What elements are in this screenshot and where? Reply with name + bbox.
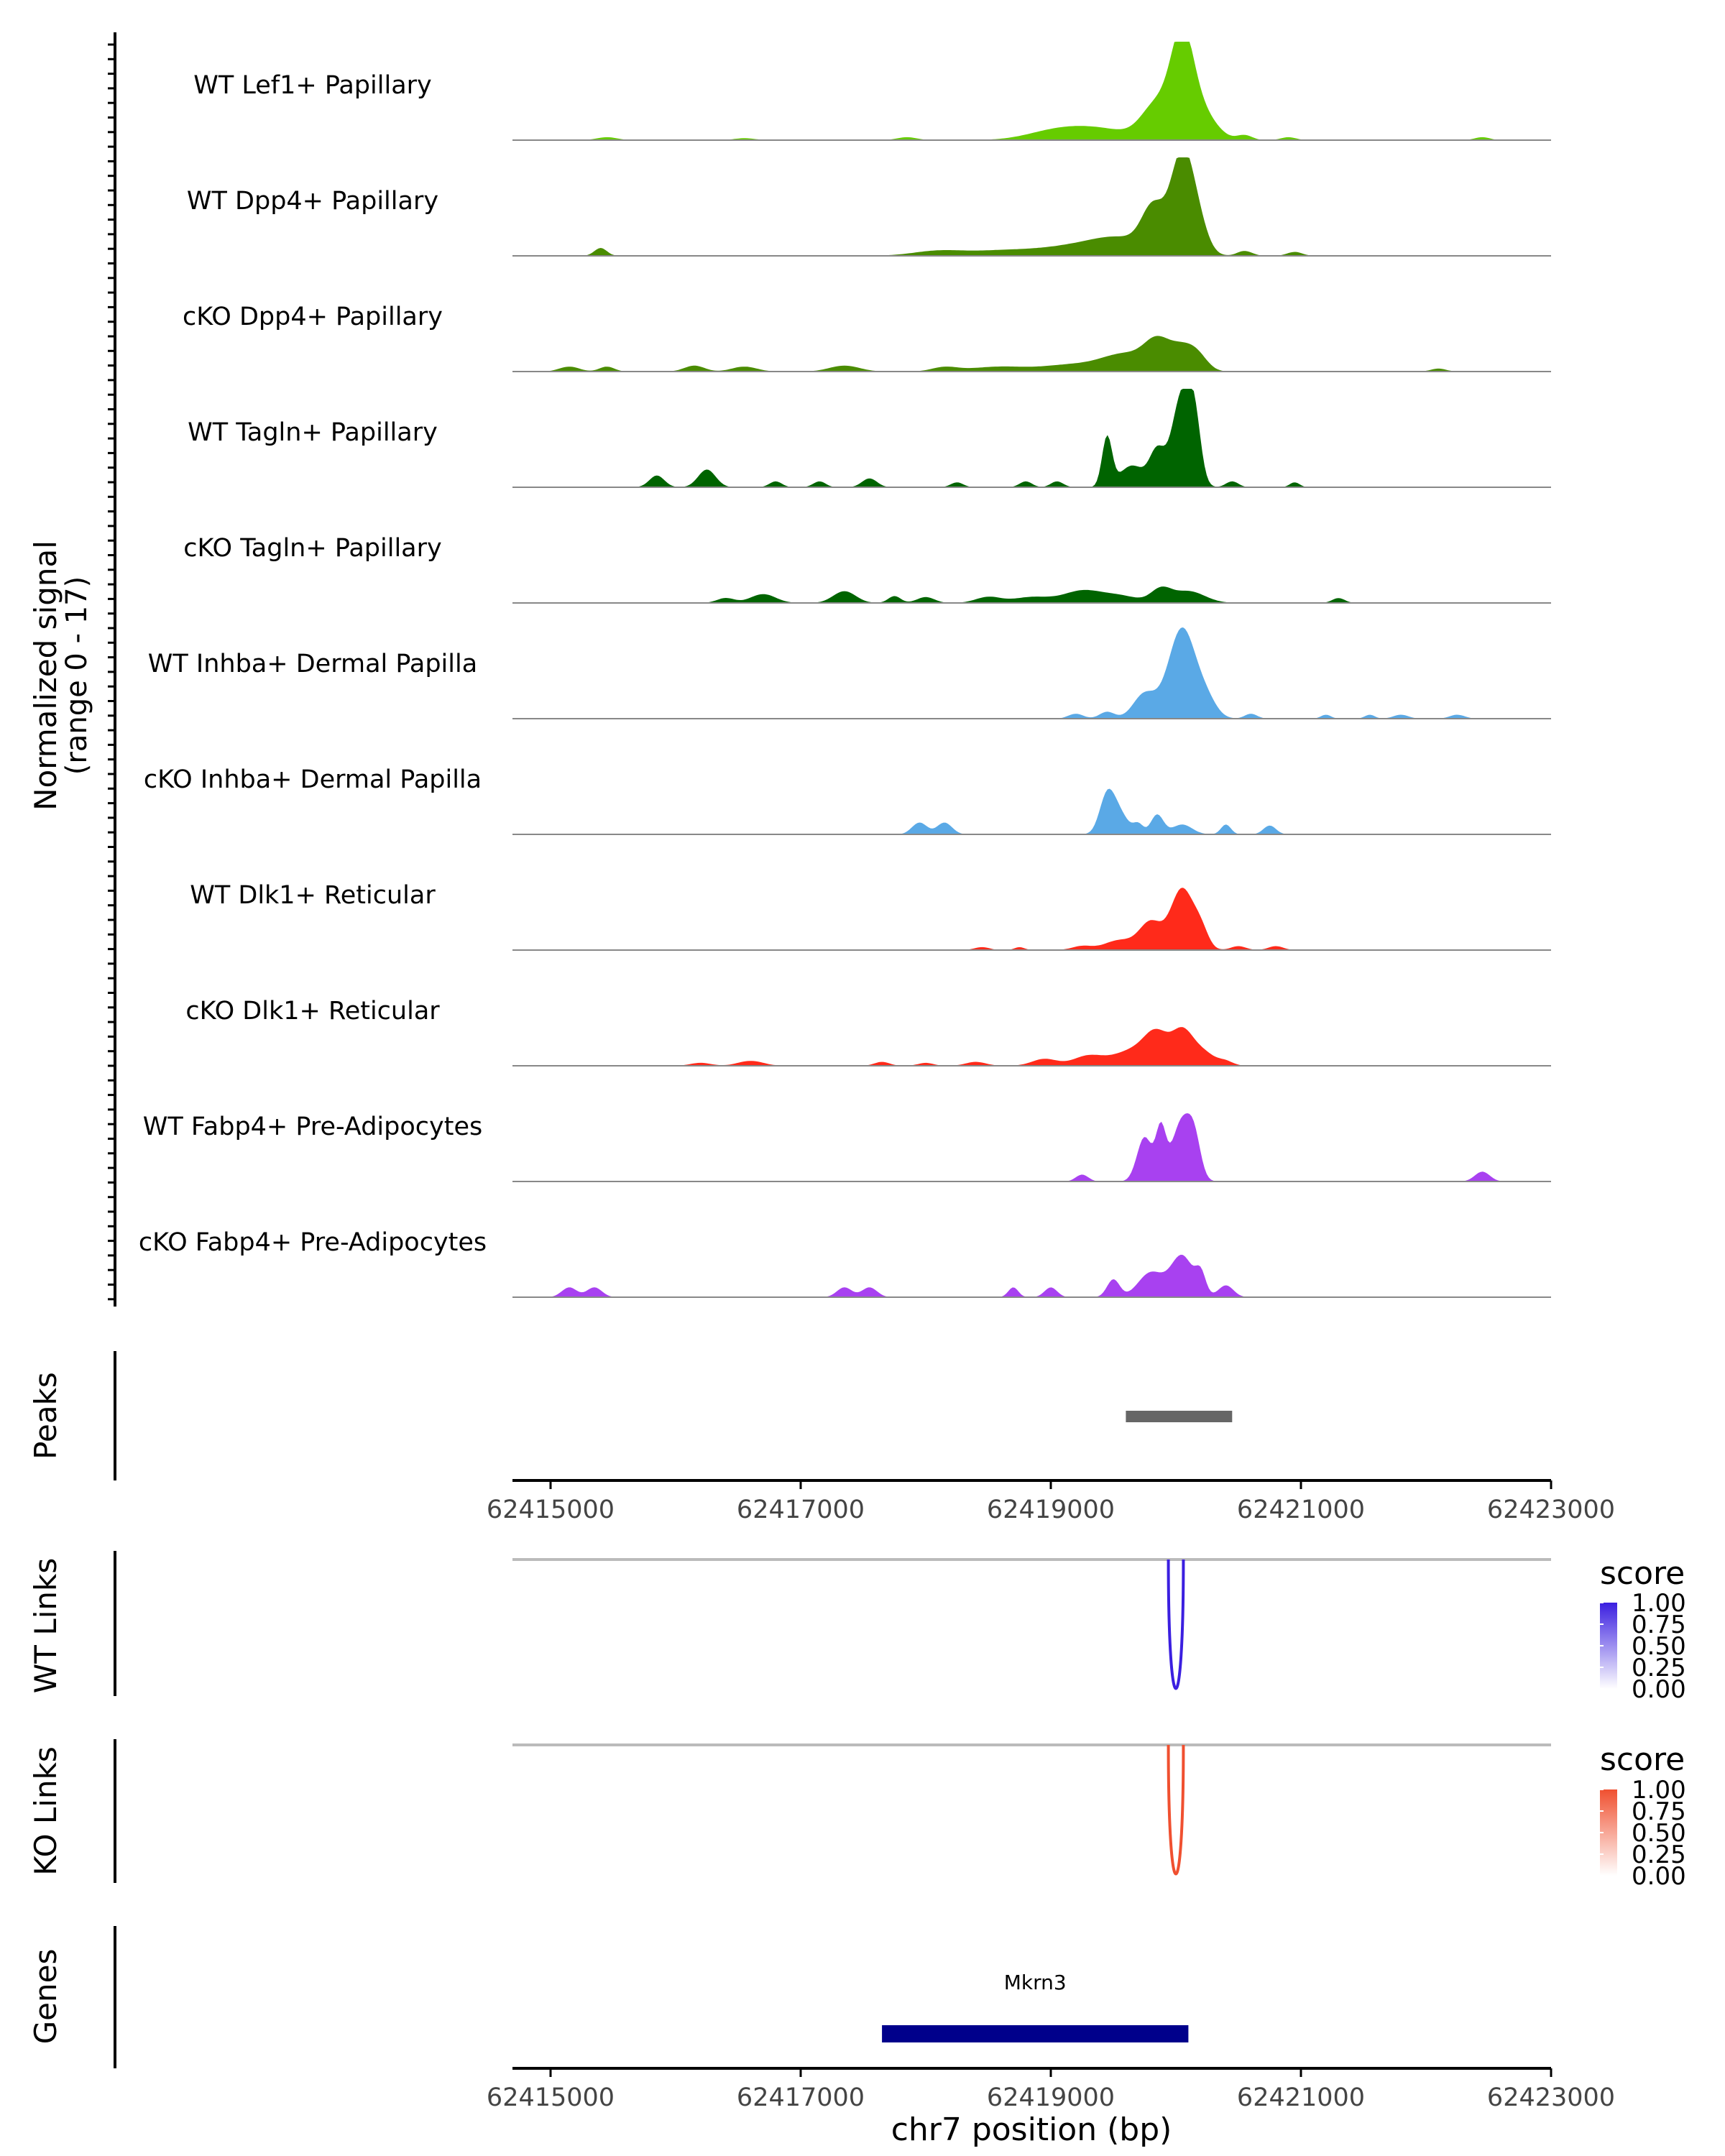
gene-models: Mkrn3 xyxy=(882,1971,1189,2042)
coverage-area xyxy=(531,888,1551,950)
coverage-ylabel-line2: (range 0 - 17) xyxy=(60,576,93,775)
track-label: cKO Dlk1+ Reticular xyxy=(185,997,440,1026)
x-tick-label: 62417000 xyxy=(737,1496,865,1524)
coverage-track: WT Tagln+ Papillary xyxy=(188,389,1551,488)
wt-links-panel: WT Links score 1.000.750.500.250.00 xyxy=(28,1551,1686,1704)
wt-links-legend: 1.000.750.500.250.00 xyxy=(1600,1589,1686,1704)
peaks-x-ticks: 62415000 62417000 62419000 62421000 62423000 xyxy=(487,1480,1615,1524)
peak-ranges xyxy=(1126,1411,1233,1422)
coverage-area xyxy=(531,157,1551,256)
gene-name: Mkrn3 xyxy=(1004,1971,1067,1994)
legend-label: 1.00 xyxy=(1632,1589,1686,1618)
coverage-track: WT Dlk1+ Reticular xyxy=(190,881,1551,951)
wt-links-ylabel: WT Links xyxy=(28,1558,63,1693)
ko-links-legend-title: score xyxy=(1600,1741,1685,1778)
legend-label: 0.75 xyxy=(1632,1797,1686,1826)
ko-link-arcs xyxy=(1167,1744,1185,1876)
track-label: cKO Fabp4+ Pre-Adipocytes xyxy=(139,1228,487,1257)
link-arc xyxy=(1167,1744,1185,1876)
coverage-area xyxy=(531,1113,1551,1181)
wt-links-legend-title: score xyxy=(1600,1555,1685,1592)
x-tick-label: 62419000 xyxy=(987,2083,1115,2112)
genes-x-ticks: 62415000 62417000 62419000 62421000 62423000 xyxy=(487,2068,1615,2112)
x-tick-label: 62421000 xyxy=(1237,2083,1365,2112)
legend-label: 0.50 xyxy=(1632,1819,1686,1848)
legend-label: 0.00 xyxy=(1632,1675,1686,1704)
coverage-area xyxy=(531,788,1551,834)
coverage-track: WT Inhba+ Dermal Papilla xyxy=(148,627,1551,719)
legend-label: 0.25 xyxy=(1632,1654,1686,1682)
track-label: WT Dlk1+ Reticular xyxy=(190,881,436,910)
track-label: cKO Tagln+ Papillary xyxy=(183,534,442,563)
legend-label: 0.75 xyxy=(1632,1611,1686,1639)
ko-links-ylabel: KO Links xyxy=(28,1746,63,1876)
gene-body xyxy=(882,2025,1189,2042)
coverage-area xyxy=(531,389,1551,487)
coverage-area xyxy=(531,42,1551,140)
track-label: WT Dpp4+ Papillary xyxy=(187,187,438,216)
coverage-area xyxy=(531,1027,1551,1066)
track-label: WT Fabp4+ Pre-Adipocytes xyxy=(143,1112,482,1141)
peaks-ylabel: Peaks xyxy=(28,1372,63,1460)
coverage-track: cKO Dlk1+ Reticular xyxy=(185,997,1551,1067)
genes-xlabel: chr7 position (bp) xyxy=(891,2111,1172,2148)
x-tick-label: 62423000 xyxy=(1487,1496,1615,1524)
legend-label: 0.25 xyxy=(1632,1841,1686,1869)
coverage-track: cKO Tagln+ Papillary xyxy=(183,534,1551,604)
coverage-track: WT Lef1+ Papillary xyxy=(193,42,1551,141)
track-label: WT Inhba+ Dermal Papilla xyxy=(148,650,477,678)
track-label: WT Tagln+ Papillary xyxy=(188,418,438,447)
ko-links-legend: 1.000.750.500.250.00 xyxy=(1600,1776,1686,1891)
legend-label: 1.00 xyxy=(1632,1776,1686,1805)
coverage-track: cKO Fabp4+ Pre-Adipocytes xyxy=(139,1228,1551,1298)
legend-label: 0.00 xyxy=(1632,1862,1686,1891)
coverage-area xyxy=(531,586,1551,603)
peak-range xyxy=(1126,1411,1233,1422)
coverage-y-ticks xyxy=(108,43,115,1301)
x-tick-label: 62415000 xyxy=(487,1496,615,1524)
x-tick-label: 62421000 xyxy=(1237,1496,1365,1524)
coverage-panel: Normalized signal (range 0 - 17) WT Lef1… xyxy=(28,32,1551,1307)
wt-link-arcs xyxy=(1167,1559,1185,1690)
coverage-track: WT Fabp4+ Pre-Adipocytes xyxy=(143,1112,1551,1182)
legend-label: 0.50 xyxy=(1632,1632,1686,1661)
track-label: cKO Inhba+ Dermal Papilla xyxy=(144,765,482,794)
link-arc xyxy=(1167,1559,1185,1690)
coverage-track: cKO Dpp4+ Papillary xyxy=(183,303,1551,372)
coverage-ylabel-line1: Normalized signal xyxy=(28,540,63,811)
x-tick-label: 62423000 xyxy=(1487,2083,1615,2112)
genes-ylabel: Genes xyxy=(28,1949,63,2045)
track-label: cKO Dpp4+ Papillary xyxy=(183,303,443,331)
x-tick-label: 62419000 xyxy=(987,1496,1115,1524)
coverage-tracks: WT Lef1+ Papillary WT Dpp4+ Papillary cKO … xyxy=(139,42,1551,1298)
genes-panel: Genes Mkrn3 62415000 62417000 62419000 6242… xyxy=(28,1926,1615,2148)
x-tick-label: 62417000 xyxy=(737,2083,865,2112)
coverage-area xyxy=(531,336,1551,372)
coverage-track: cKO Inhba+ Dermal Papilla xyxy=(144,765,1551,835)
coverage-area xyxy=(531,627,1551,719)
track-label: WT Lef1+ Papillary xyxy=(193,71,432,100)
peaks-panel: Peaks 62415000 62417000 62419000 62421000 62… xyxy=(28,1351,1615,1524)
coverage-track: WT Dpp4+ Papillary xyxy=(187,157,1551,257)
coverage-area xyxy=(531,1254,1551,1297)
x-tick-label: 62415000 xyxy=(487,2083,615,2112)
ko-links-panel: KO Links score 1.000.750.500.250.00 xyxy=(28,1739,1686,1891)
